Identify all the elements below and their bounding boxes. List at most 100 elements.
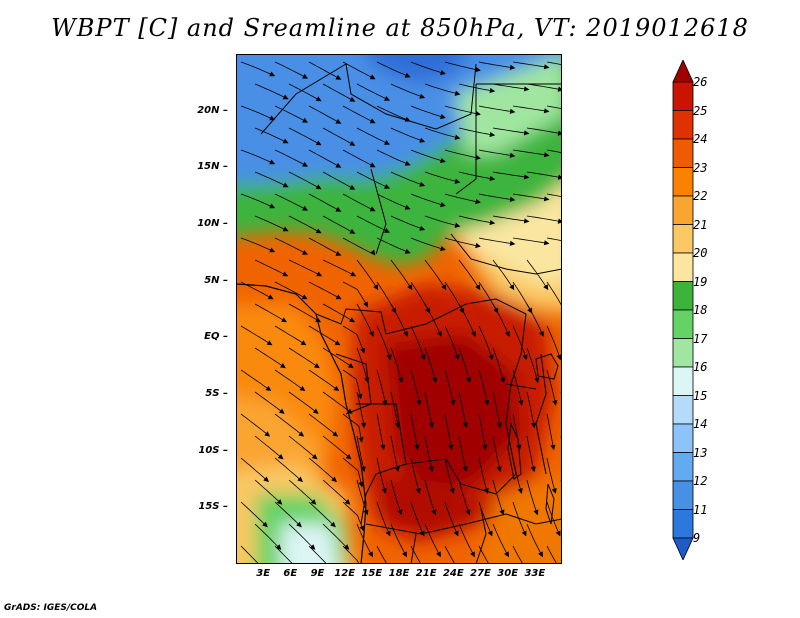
streamline — [492, 347, 505, 383]
streamline — [390, 479, 402, 515]
border-line — [410, 533, 417, 564]
streamline-arrow — [368, 551, 373, 558]
streamline — [274, 413, 304, 437]
streamline — [478, 61, 515, 69]
streamline-arrow — [384, 227, 391, 233]
streamline — [356, 391, 365, 428]
streamline — [254, 127, 288, 144]
streamline — [342, 457, 363, 487]
border-line — [335, 353, 372, 415]
streamline-arrow — [496, 422, 503, 429]
streamline — [526, 479, 538, 515]
streamline — [322, 347, 354, 369]
streamline-arrow — [349, 317, 356, 323]
wbpt-cold-core — [367, 54, 466, 84]
streamline — [444, 61, 481, 71]
streamline-arrow — [489, 131, 496, 138]
streamline — [342, 149, 375, 168]
streamline-arrow — [369, 331, 374, 337]
streamline — [390, 215, 425, 231]
lon-tick-label: 18E — [388, 568, 410, 579]
streamline — [254, 171, 288, 188]
streamline-arrow — [530, 422, 537, 429]
colorbar-swatch — [672, 60, 694, 83]
streamline-arrow — [504, 551, 509, 558]
lat-tick-label: 10N – — [197, 218, 228, 229]
streamline-arrow — [280, 363, 286, 369]
streamline — [288, 435, 318, 460]
streamline-arrow — [454, 134, 461, 140]
streamline-arrow — [523, 218, 530, 224]
streamline-arrow — [266, 340, 273, 346]
streamline-arrow — [331, 476, 337, 483]
streamline-arrow — [369, 74, 376, 80]
streamline-arrow — [373, 284, 379, 291]
streamline — [390, 83, 425, 99]
streamline-arrow — [281, 317, 288, 323]
streamline — [410, 413, 419, 450]
streamline — [492, 523, 509, 557]
streamline — [512, 237, 549, 244]
streamline-arrow — [454, 90, 461, 96]
streamline — [410, 149, 446, 163]
streamline-arrow — [475, 242, 481, 249]
streamline-arrow — [302, 249, 309, 255]
streamline-arrow — [369, 118, 376, 124]
streamline-arrow — [403, 331, 408, 337]
streamline — [274, 149, 308, 167]
streamline-arrow — [357, 393, 363, 400]
streamline — [444, 325, 459, 360]
streamline — [288, 215, 321, 234]
streamline-arrow — [310, 499, 317, 505]
colorbar-swatch — [672, 281, 694, 311]
streamline — [356, 83, 390, 101]
streamline — [478, 149, 515, 157]
streamline — [492, 479, 504, 515]
streamline — [240, 369, 271, 391]
streamline — [390, 127, 425, 143]
streamline — [526, 83, 562, 91]
streamline-arrow — [302, 161, 308, 167]
streamline — [342, 501, 364, 531]
colorbar-level-label: 24 — [693, 132, 708, 146]
colorbar-level-label: 19 — [693, 274, 708, 289]
country-borders — [236, 63, 562, 564]
lon-tick-label: 33E — [524, 568, 546, 579]
streamline — [390, 435, 399, 472]
lake-tanganyika — [507, 422, 522, 480]
streamline — [478, 457, 488, 494]
streamline-arrow — [534, 377, 540, 384]
streamline — [376, 501, 391, 536]
streamlines — [240, 61, 562, 564]
streamline-arrow — [552, 400, 558, 406]
streamline — [308, 413, 338, 437]
colorbar-swatch — [672, 509, 694, 539]
streamline — [308, 501, 336, 527]
streamline-arrow — [314, 363, 320, 369]
streamline-arrow — [489, 175, 496, 182]
streamline-arrow — [454, 222, 461, 228]
colorbar-level-label: 18 — [693, 303, 708, 317]
streamline — [458, 479, 470, 515]
streamline — [424, 391, 433, 428]
streamline — [376, 325, 391, 360]
streamline-arrow — [349, 184, 356, 190]
colorbar-level-label: 21 — [693, 217, 708, 232]
streamline — [240, 237, 275, 253]
streamline-arrow — [419, 181, 426, 187]
streamline — [444, 457, 454, 494]
streamline — [458, 171, 495, 180]
streamline-arrow — [550, 444, 556, 451]
streamline-arrow — [454, 178, 461, 184]
streamline — [288, 171, 321, 190]
streamline — [274, 501, 302, 527]
streamline-arrow — [466, 377, 472, 384]
streamline — [424, 259, 447, 290]
streamline-arrow — [278, 408, 285, 414]
streamline — [526, 391, 535, 428]
streamline-arrow — [450, 400, 456, 406]
colorbar-swatch — [672, 167, 694, 197]
streamline-arrow — [282, 226, 289, 232]
lat-tick-label: 20N – — [197, 104, 228, 116]
streamline-arrow — [556, 354, 562, 361]
